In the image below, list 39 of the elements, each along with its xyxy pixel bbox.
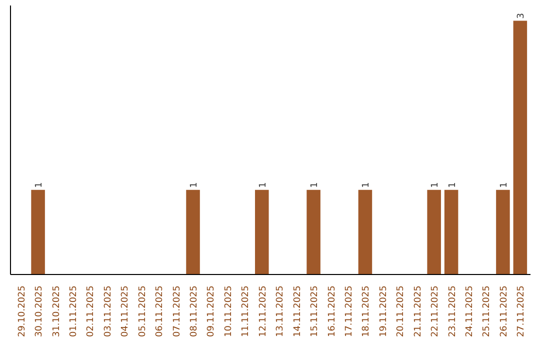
- x-tick-label: 23.11.2025: [448, 286, 458, 338]
- data-label: 1: [190, 182, 200, 188]
- x-tick-label: 31.10.2025: [52, 286, 62, 338]
- x-tick-label: 21.11.2025: [413, 286, 424, 338]
- x-tick-label: 20.11.2025: [396, 286, 406, 338]
- x-tick-label: 14.11.2025: [292, 286, 303, 338]
- data-label: 1: [430, 182, 441, 188]
- x-tick-label: 05.11.2025: [138, 286, 148, 338]
- x-tick-label: 07.11.2025: [172, 286, 182, 338]
- x-tick-label: 09.11.2025: [206, 286, 217, 338]
- data-label: 1: [310, 182, 320, 188]
- x-tick-label: 26.11.2025: [499, 286, 510, 338]
- x-tick-label: 27.11.2025: [516, 286, 527, 338]
- x-tick-label: 22.11.2025: [430, 286, 441, 338]
- x-tick-label: 19.11.2025: [378, 286, 389, 338]
- x-tick-label: 13.11.2025: [276, 286, 286, 338]
- data-label: 1: [362, 182, 372, 188]
- data-label: 1: [499, 182, 510, 188]
- x-tick-label: 01.11.2025: [68, 286, 79, 338]
- x-tick-label: 02.11.2025: [86, 286, 96, 338]
- data-label: 1: [448, 182, 458, 188]
- x-tick-label: 16.11.2025: [327, 286, 338, 338]
- data-label: 3: [516, 12, 527, 19]
- x-tick-label: 30.10.2025: [34, 286, 45, 338]
- data-label: 1: [34, 182, 45, 188]
- x-tick-label: 25.11.2025: [482, 286, 492, 338]
- x-tick-label: 12.11.2025: [258, 286, 268, 338]
- x-tick-label: 15.11.2025: [310, 286, 320, 338]
- x-tick-label: 11.11.2025: [241, 286, 252, 338]
- x-tick-label: 08.11.2025: [190, 286, 200, 338]
- x-tick-label: 17.11.2025: [344, 286, 354, 338]
- x-tick-label: 04.11.2025: [120, 286, 131, 338]
- x-tick-label: 10.11.2025: [224, 286, 234, 338]
- x-tick-label: 18.11.2025: [362, 286, 372, 338]
- x-tick-label: 03.11.2025: [103, 286, 114, 338]
- x-tick-label: 29.10.2025: [17, 286, 28, 338]
- x-tick-label: 06.11.2025: [155, 286, 166, 338]
- data-label: 1: [258, 182, 268, 188]
- x-tick-label: 24.11.2025: [465, 286, 476, 338]
